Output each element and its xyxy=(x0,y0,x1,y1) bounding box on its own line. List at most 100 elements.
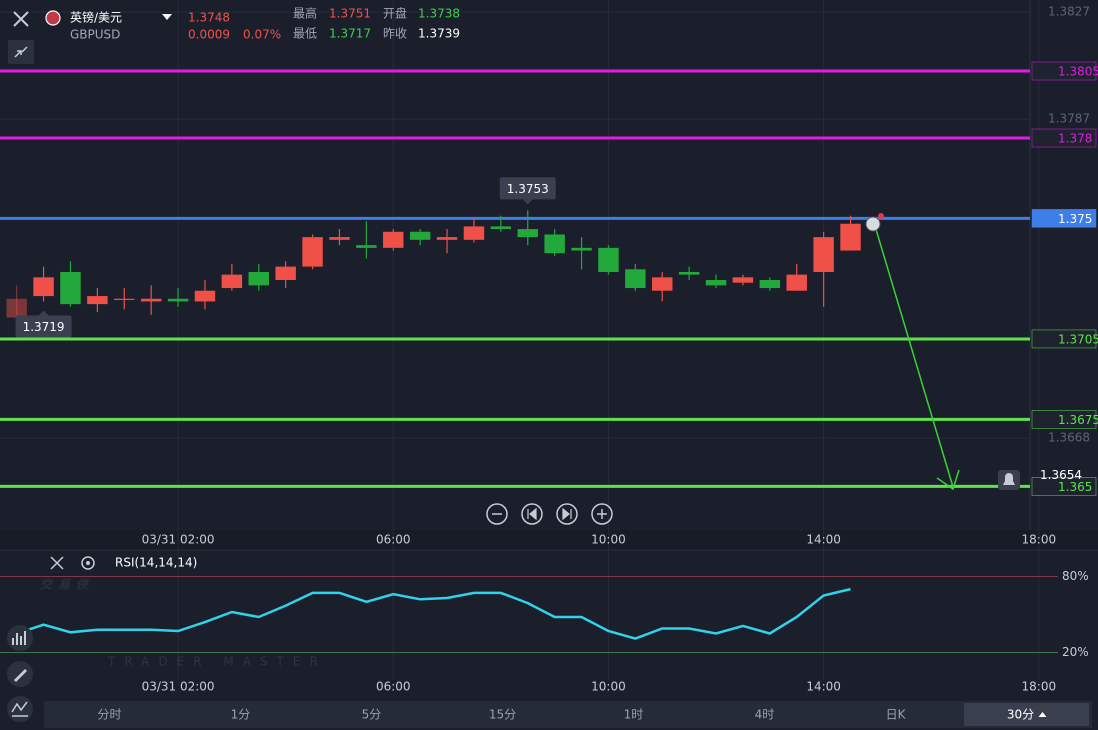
rsi-title: RSI(14,14,14) xyxy=(115,556,197,570)
watermark-en: TRADER MASTER xyxy=(107,655,327,669)
rsi-close[interactable] xyxy=(50,556,64,570)
candle-body xyxy=(571,247,592,251)
level-label: 1.375 xyxy=(1058,212,1092,226)
level-label: 1.378 xyxy=(1058,131,1092,145)
level-label-box xyxy=(1031,209,1097,228)
tab-bar xyxy=(44,701,1092,728)
level-label-box xyxy=(1031,329,1097,349)
y-tick-label: 1.3668 xyxy=(1048,431,1090,445)
x-tick-label: 14:00 xyxy=(806,680,841,694)
tab[interactable]: 15分 xyxy=(489,708,516,722)
candle-body xyxy=(383,231,404,248)
candle-body xyxy=(60,271,81,305)
step-back-button[interactable] xyxy=(521,503,543,525)
low-value: 1.3717 xyxy=(329,27,371,41)
candle-body xyxy=(409,231,431,240)
marker-pointer xyxy=(38,310,49,316)
candle-body xyxy=(517,229,538,238)
level-label: 1.3705 xyxy=(1058,332,1098,346)
close-icon xyxy=(13,11,29,27)
candle-body xyxy=(705,280,727,286)
candle-body xyxy=(625,269,646,289)
zoom-in-icon xyxy=(597,509,607,519)
zoom-out-button[interactable] xyxy=(486,503,508,525)
rsi-layer: 80% 20% xyxy=(0,569,1089,659)
tab-caret xyxy=(1038,712,1047,717)
rsi-tick-label: 80% xyxy=(1062,569,1089,583)
candle-body xyxy=(786,274,807,291)
symbol[interactable]: 英镑/美元 xyxy=(70,10,122,25)
watermark-cn: 交易侠 xyxy=(40,578,94,592)
x-tick-label: 18:00 xyxy=(1022,680,1057,694)
step-forward-icon xyxy=(562,507,572,521)
marker-box xyxy=(15,315,72,338)
level-label-box xyxy=(1031,410,1097,429)
tab[interactable]: 5分 xyxy=(362,708,382,722)
left-tools xyxy=(7,625,33,722)
y-tick-label: 1.3827 xyxy=(1048,5,1090,19)
change-pct: 0.07% xyxy=(243,28,281,42)
candle-body xyxy=(167,298,189,302)
last-price: 1.3748 xyxy=(188,11,230,25)
step-forward-button[interactable] xyxy=(556,503,578,525)
level-label: 1.365 xyxy=(1058,480,1092,494)
step-back-icon xyxy=(527,507,537,521)
candle-body xyxy=(221,274,243,289)
rsi-line xyxy=(16,587,851,640)
level-label: 1.3675 xyxy=(1058,413,1098,427)
zoom-in-button[interactable] xyxy=(591,503,613,525)
candle-body xyxy=(813,237,834,272)
marker-label: 1.3719 xyxy=(23,320,65,334)
candle-body xyxy=(275,266,296,281)
low-label: 最低 xyxy=(293,27,317,41)
chart-type-icon xyxy=(11,701,28,717)
tab[interactable]: 1时 xyxy=(624,708,644,722)
arrow-handle[interactable] xyxy=(865,216,881,232)
level-label-box xyxy=(1031,477,1097,496)
x-tick-label: 06:00 xyxy=(376,533,411,547)
x-tick-label: 06:00 xyxy=(376,680,411,694)
high-value: 1.3751 xyxy=(329,7,371,21)
x-tick-label: 18:00 xyxy=(1022,533,1057,547)
rsi-settings[interactable] xyxy=(81,556,95,570)
draw-icon xyxy=(14,669,27,682)
change: 0.0009 xyxy=(188,28,230,42)
level-label-box xyxy=(1031,61,1097,81)
prev-close-label: 昨收 xyxy=(383,27,407,41)
symbol-code: GBPUSD xyxy=(70,28,120,42)
tabs: 分时 1分 5分 15分 1时 4时 日K 30分 xyxy=(97,703,1089,726)
tab[interactable]: 日K xyxy=(886,708,907,722)
candle-body xyxy=(6,298,27,318)
grid-layer: 1.3827 1.3787 1.3668 03/31 02:00 03/31 02:00… xyxy=(0,0,1090,694)
marker-pointer xyxy=(522,199,533,205)
high-label: 最高 xyxy=(293,6,317,21)
candle-body xyxy=(759,280,781,289)
tab[interactable]: 1分 xyxy=(231,708,251,722)
candle-body xyxy=(463,226,485,240)
candle-body xyxy=(140,298,162,302)
candle-body xyxy=(329,237,350,240)
alert-label: 1.3654 xyxy=(1040,468,1082,482)
candle-body xyxy=(114,298,135,300)
candle-body xyxy=(33,277,54,297)
header: 英镑/美元 GBPUSD 1.3748 0.0009 0.07% 最高 1.37… xyxy=(8,6,460,64)
arrow-line xyxy=(874,225,954,488)
forecast-arrow xyxy=(865,213,960,491)
candle-body xyxy=(302,237,323,267)
symbol-dropdown[interactable] xyxy=(162,14,172,20)
tab[interactable]: 30分 xyxy=(1007,708,1034,722)
candle-body xyxy=(598,247,619,272)
candle-body xyxy=(356,245,377,248)
tab[interactable]: 4时 xyxy=(755,708,775,722)
marker-box xyxy=(499,177,556,200)
open-value: 1.3738 xyxy=(418,7,460,21)
y-tick-label: 1.3787 xyxy=(1048,112,1090,126)
candle-body xyxy=(652,277,673,291)
playback-controls xyxy=(486,503,613,525)
tab[interactable]: 分时 xyxy=(97,708,121,722)
